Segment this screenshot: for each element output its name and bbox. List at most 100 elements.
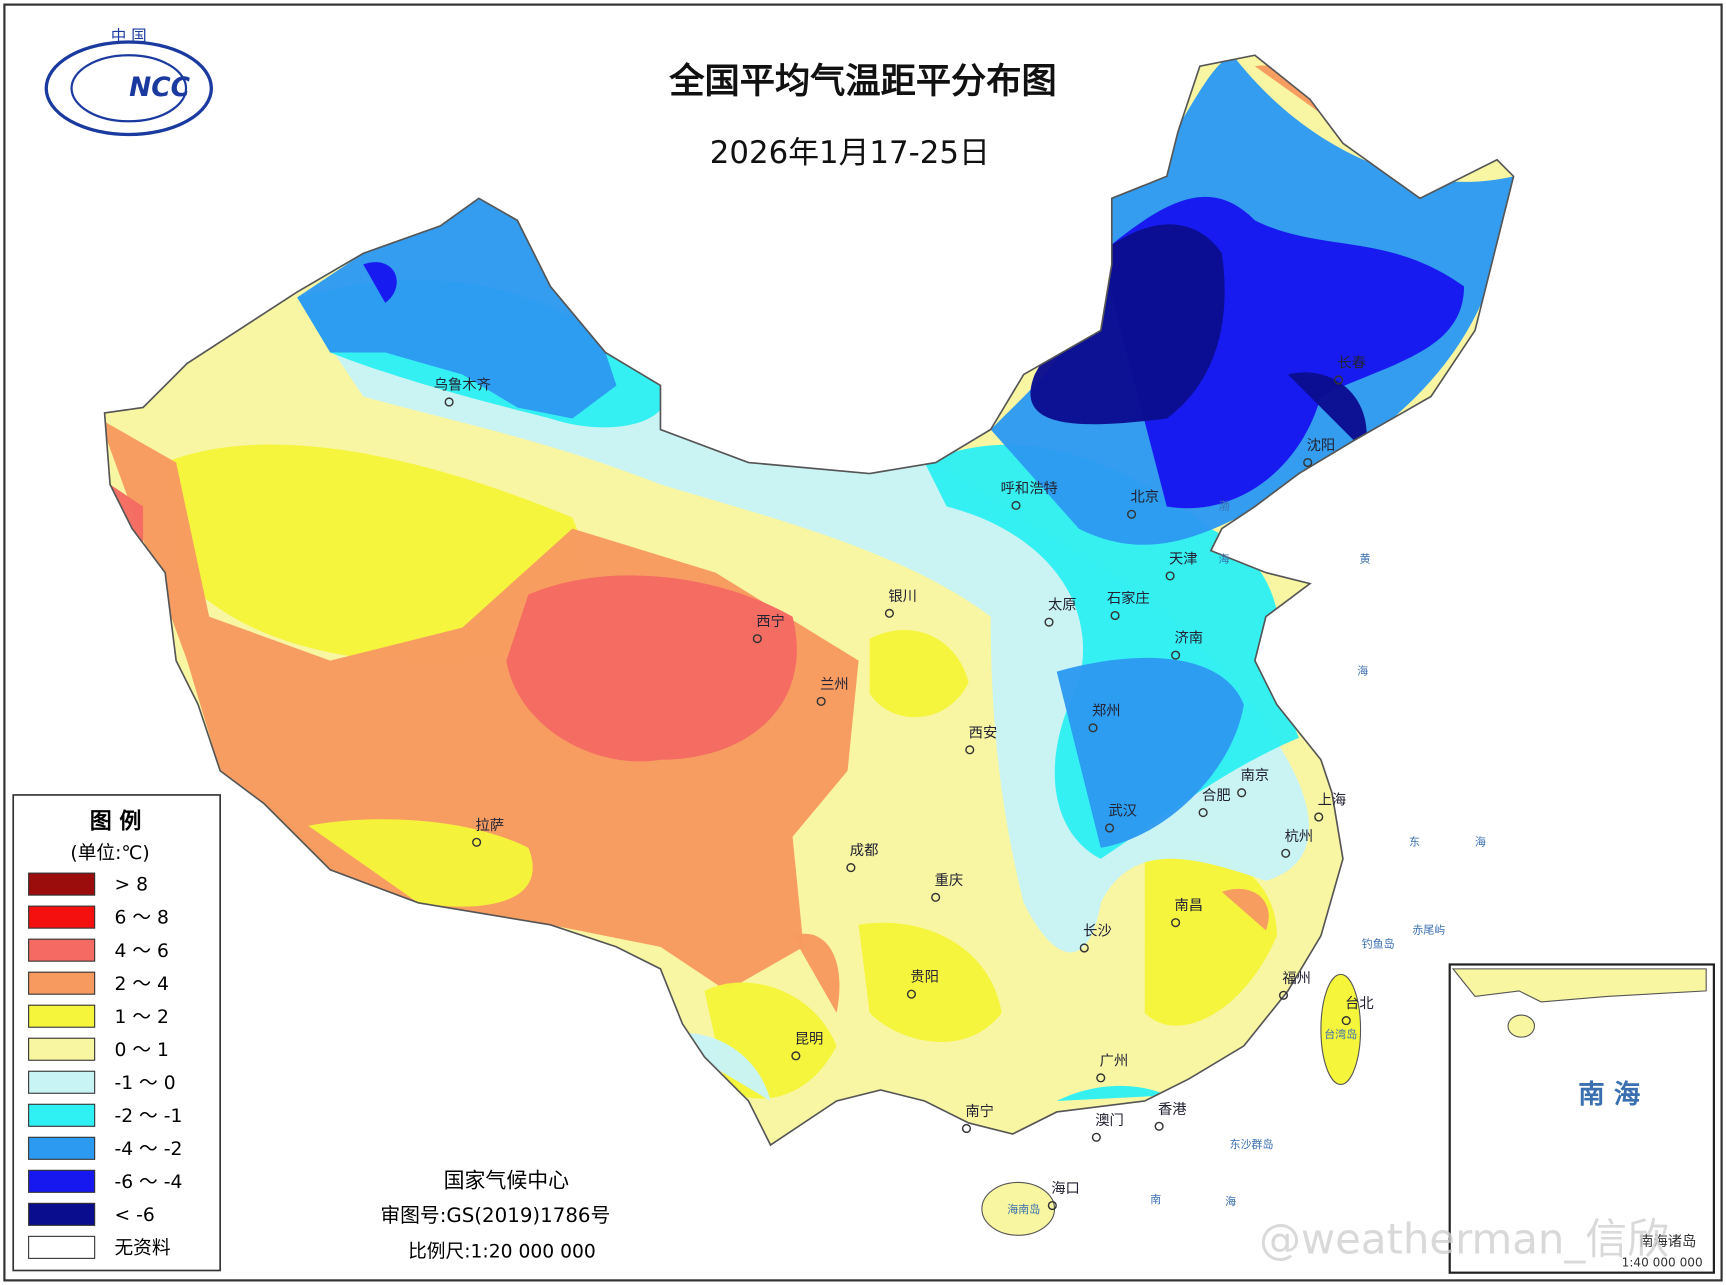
anomaly-region	[858, 922, 1002, 1042]
city-label: 上海	[1318, 791, 1347, 808]
logo-top: 中 国	[111, 27, 147, 45]
city-marker	[1278, 990, 1289, 1000]
city-label: 济南	[1175, 630, 1204, 647]
legend-label: 2 ～ 4	[114, 974, 168, 995]
city-marker	[1088, 723, 1098, 733]
legend-unit: (单位:℃)	[70, 843, 149, 864]
city-label: 澳门	[1095, 1112, 1124, 1129]
city-label: 北京	[1130, 489, 1159, 506]
city-marker	[846, 863, 856, 873]
legend-title: 图 例	[90, 809, 142, 834]
city-marker	[816, 696, 826, 706]
city-label: 西安	[969, 724, 998, 741]
sea-label: 海	[1357, 664, 1368, 678]
legend-label: 0 ～ 1	[114, 1040, 168, 1061]
footer-agency: 国家气候中心	[444, 1168, 570, 1192]
legend: 图 例 (单位:℃) > 8 6 ～ 8 4 ～ 6 2 ～ 4 1 ～ 2 0 ～ 1 -…	[12, 794, 221, 1272]
sea-label: 赤尾屿	[1412, 923, 1445, 936]
city-label: 沈阳	[1307, 437, 1336, 454]
taiwan	[1320, 973, 1362, 1086]
anomaly-region	[792, 933, 840, 1013]
anomaly-region	[363, 262, 397, 303]
sea-label: 黄	[1359, 551, 1370, 565]
city-marker	[1154, 1121, 1164, 1131]
city-label: 海口	[1051, 1180, 1080, 1197]
inset-label: 南 海	[1578, 1079, 1640, 1110]
city-label: 昆明	[795, 1031, 824, 1047]
city-marker	[1237, 788, 1247, 798]
anomaly-region	[297, 198, 617, 419]
legend-label: 4 ～ 6	[114, 941, 168, 962]
city-label: 郑州	[1092, 702, 1121, 719]
city-marker	[1105, 823, 1115, 833]
legend-swatch	[28, 971, 96, 995]
anomaly-region	[104, 418, 859, 991]
subtitle: 2026年1月17-25日	[710, 135, 990, 171]
city-marker	[1110, 610, 1120, 621]
city-label: 长沙	[1083, 922, 1112, 939]
city-label: 贵阳	[910, 969, 939, 986]
city-label: 广州	[1100, 1052, 1129, 1069]
city-label: 南昌	[1175, 897, 1204, 914]
city-marker	[1044, 617, 1054, 627]
legend-swatch	[28, 1103, 96, 1127]
city-marker	[1165, 571, 1175, 581]
logo-text: NCC	[129, 72, 190, 103]
city-marker	[961, 1123, 972, 1134]
sea-label: 东沙群岛	[1230, 1137, 1274, 1151]
legend-label: -4 ～ -2	[114, 1139, 182, 1160]
city-label: 石家庄	[1107, 589, 1150, 607]
logo: 中 国 NCC	[44, 27, 213, 137]
city-marker	[1171, 918, 1181, 928]
city-marker	[1341, 1016, 1351, 1026]
city-label: 福州	[1282, 970, 1311, 987]
city-label: 南京	[1241, 767, 1270, 784]
legend-label: -1 ～ 0	[114, 1073, 175, 1094]
city-label: 杭州	[1285, 828, 1314, 845]
legend-swatch	[28, 938, 96, 962]
title: 全国平均气温距平分布图	[668, 61, 1056, 102]
city-label: 台北	[1345, 995, 1374, 1012]
legend-swatch	[28, 1202, 96, 1226]
city-label: 拉萨	[476, 817, 505, 834]
legend-swatch	[28, 1136, 96, 1160]
city-label: 银川	[888, 588, 917, 605]
city-marker	[791, 1051, 801, 1061]
city-marker	[931, 892, 941, 902]
city-marker	[906, 989, 917, 999]
city-marker	[1079, 943, 1089, 953]
inset	[1448, 963, 1715, 1274]
sea-label: 海	[1475, 834, 1486, 848]
sea-label: 海	[1225, 1194, 1236, 1208]
frame	[3, 3, 1723, 1282]
city-marker	[1333, 375, 1344, 385]
legend-swatch	[28, 1004, 96, 1028]
city-marker	[1314, 812, 1324, 822]
legend-swatch	[28, 1070, 96, 1094]
legend-swatch	[28, 1037, 96, 1061]
sea-label: 海南岛	[1007, 1202, 1040, 1216]
inset-scale: 1:40 000 000	[1622, 1255, 1703, 1269]
city-marker	[472, 837, 482, 847]
anomaly-region	[1221, 888, 1269, 931]
city-marker	[884, 608, 894, 618]
legend-label: 无资料	[114, 1238, 170, 1259]
city-label: 重庆	[935, 872, 964, 889]
anomaly-region	[1287, 372, 1367, 452]
anomaly-region	[165, 444, 584, 665]
city-label: 南宁	[965, 1103, 994, 1120]
legend-swatch	[28, 905, 96, 929]
city-marker	[1096, 1073, 1106, 1083]
sea-label: 台湾岛	[1324, 1027, 1357, 1041]
anomaly-region	[869, 630, 969, 718]
inset-caption: 南海诸岛	[1639, 1233, 1696, 1250]
legend-swatch	[28, 1235, 96, 1259]
legend-label: -2 ～ -1	[114, 1106, 182, 1127]
city-marker	[1281, 848, 1291, 858]
city-marker	[1047, 1200, 1057, 1211]
city-marker	[1171, 650, 1181, 660]
city-label: 武汉	[1108, 802, 1137, 819]
inset-hainan	[1507, 1014, 1536, 1038]
sea-label: 东	[1409, 835, 1420, 848]
